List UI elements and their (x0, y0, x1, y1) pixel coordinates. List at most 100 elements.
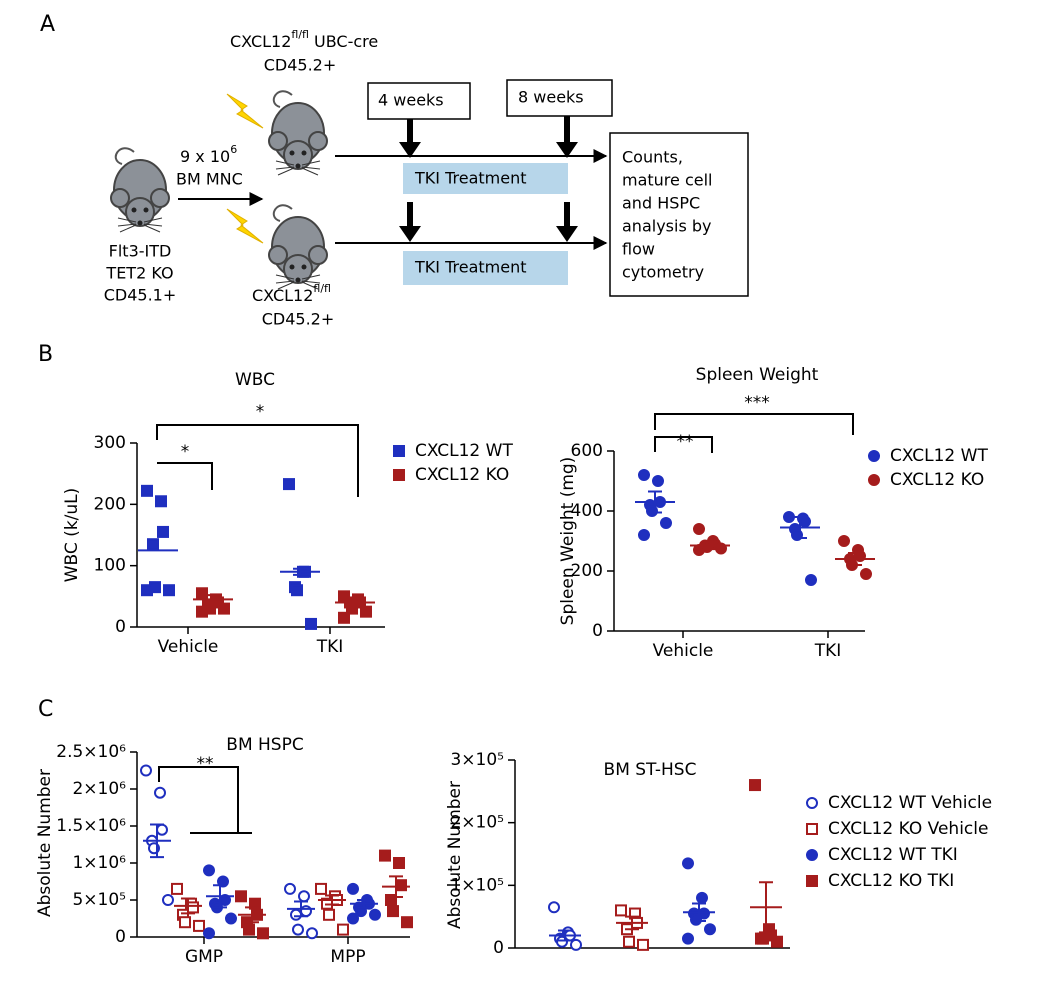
cell-type: BM MNC (176, 170, 243, 189)
data-point (290, 908, 302, 921)
data-point (638, 469, 650, 481)
panel-label: A (40, 12, 55, 37)
gene-sup: fl/fl (313, 282, 331, 295)
data-point (306, 927, 318, 940)
panel-label: B (38, 342, 53, 367)
error-bar (357, 899, 371, 909)
cell-dose-exp: 6 (230, 143, 237, 156)
data-point (771, 935, 783, 948)
error-bar (848, 552, 862, 566)
treatment: TKI Treatment (414, 169, 526, 188)
x-tick-label: Vehicle (158, 637, 219, 657)
readout-line: flow (622, 240, 655, 259)
data-point (298, 890, 310, 903)
significance-label: *** (744, 393, 770, 413)
data-point (783, 511, 795, 523)
legend-label: CXCL12 KO Vehicle (828, 819, 988, 839)
data-point (860, 568, 872, 580)
data-point (140, 764, 152, 777)
y-tick-label: 400 (571, 501, 603, 521)
chart: Spleen Weight Spleen Weight (mg) 0 200 400 60… (558, 365, 988, 661)
mouse-icon (268, 204, 328, 290)
error-bar (213, 884, 227, 909)
data-point (217, 875, 229, 888)
data-point (652, 475, 664, 487)
error-bar (206, 594, 220, 605)
readout-line: analysis by (622, 217, 712, 236)
data-point (696, 891, 708, 904)
data-point (757, 932, 769, 945)
data-point (393, 857, 405, 869)
donor-text: CD45.1+ (104, 286, 177, 305)
data-point (401, 916, 413, 929)
diagram: Flt3-ITD TET2 KO CD45.1+ 9 x 106 BM MNC … (104, 28, 749, 329)
error-bar (692, 902, 706, 923)
data-point (838, 535, 850, 547)
readout-line: mature cell (622, 171, 713, 190)
significance-label: * (181, 442, 190, 462)
data-point (337, 923, 349, 936)
data-point (682, 932, 694, 945)
error-bar (150, 823, 164, 859)
x-tick-label: MPP (330, 947, 365, 967)
data-point (347, 882, 359, 895)
legend-marker (393, 469, 405, 481)
data-point (141, 584, 153, 597)
error-bar (294, 900, 308, 918)
legend-label: CXCL12 WT (415, 441, 513, 461)
error-bar (245, 906, 259, 924)
mouse-icon (110, 147, 170, 233)
y-tick-label: 600 (571, 441, 603, 461)
error-bar (759, 881, 773, 934)
data-point (360, 605, 372, 618)
significance-bracket (158, 766, 252, 834)
data-point (305, 617, 317, 630)
gene: CXCL12 (252, 286, 313, 305)
data-point (235, 890, 247, 903)
chart-title: BM HSPC (226, 735, 303, 755)
data-point (292, 923, 304, 936)
y-tick-label: 0 (115, 927, 126, 947)
lightning-icon (226, 93, 264, 129)
error-bar (181, 897, 195, 915)
legend-label: CXCL12 KO (415, 465, 509, 485)
data-point (284, 882, 296, 895)
y-axis-title: WBC (k/uL) (62, 488, 82, 583)
error-bar (389, 875, 403, 899)
data-point (187, 901, 199, 914)
data-point (171, 882, 183, 895)
significance-bracket (654, 436, 713, 453)
data-point (225, 912, 237, 925)
data-point (638, 529, 650, 541)
lightning-icon (226, 208, 264, 244)
timepoint-box (506, 79, 613, 117)
data-point (193, 919, 205, 932)
x-tick-label: GMP (185, 947, 223, 967)
data-point (805, 574, 817, 586)
data-point (147, 538, 159, 551)
y-tick-label: 0 (493, 938, 504, 958)
y-tick-label: 100 (94, 556, 126, 576)
data-point (385, 894, 397, 906)
data-point (291, 584, 303, 597)
data-point (387, 905, 399, 918)
gene-sup: fl/fl (291, 28, 309, 41)
data-point (155, 495, 167, 508)
data-point (179, 916, 191, 929)
data-point (196, 605, 208, 618)
data-point (156, 823, 168, 836)
data-point (243, 923, 255, 936)
legend-label: CXCL12 WT TKI (828, 845, 958, 865)
data-point (379, 849, 391, 862)
recipient-marker: CD45.2+ (264, 56, 337, 75)
data-point (315, 882, 327, 895)
error-bar (793, 516, 807, 539)
y-tick-label: 200 (571, 561, 603, 581)
cell-dose-base: 9 x 10 (180, 147, 230, 166)
error-bar (648, 490, 662, 514)
y-tick-label: 0 (115, 617, 126, 637)
treatment-box (403, 163, 568, 194)
treatment-box (403, 251, 568, 285)
readout-line: Counts, (622, 148, 683, 167)
data-point (395, 879, 407, 892)
